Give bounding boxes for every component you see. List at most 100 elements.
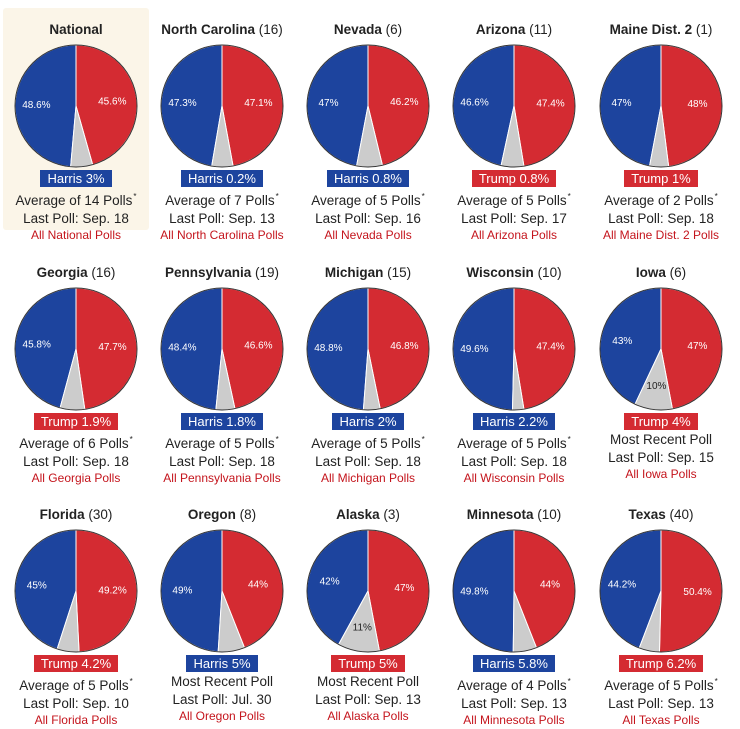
last-poll-date: Last Poll: Sep. 18 <box>461 453 567 469</box>
all-polls-link-oregon[interactable]: All Oregon Polls <box>178 709 266 723</box>
state-name: Florida <box>39 507 85 522</box>
state-name: Alaska <box>336 507 380 522</box>
all-polls-link-north-carolina[interactable]: All North Carolina Polls <box>160 228 284 242</box>
state-name: Oregon <box>187 507 236 522</box>
poll-card-florida: Florida (30) 45% 49.2% Trump 4.2% Average of… <box>3 493 149 727</box>
last-poll-date: Last Poll: Sep. 18 <box>608 210 714 226</box>
poll-count-text: Average of 7 Polls <box>165 193 275 208</box>
slice-label-trump: 48% <box>687 99 707 110</box>
slice-label-harris: 48.4% <box>168 343 196 354</box>
state-name: Minnesota <box>466 507 534 522</box>
last-poll-date: Last Poll: Sep. 18 <box>23 210 129 226</box>
poll-count: Most Recent Poll <box>295 673 441 691</box>
slice-label-harris: 49% <box>172 585 192 596</box>
card-title: Florida (30) <box>3 506 149 523</box>
asterisk: * <box>714 677 718 686</box>
slice-label-trump: 45.6% <box>98 97 126 108</box>
card-title: Nevada (6) <box>295 21 441 38</box>
pie-chart-georgia: 45.8% 47.7% <box>14 287 138 411</box>
slice-label-harris: 45.8% <box>23 339 51 350</box>
pie-chart-pennsylvania: 48.4% 46.6% <box>160 287 284 411</box>
card-title: Texas (40) <box>588 506 734 523</box>
lead-badge: Harris 5% <box>186 655 258 672</box>
slice-label-trump: 46.2% <box>390 97 418 108</box>
slice-label-trump: 47% <box>687 341 707 352</box>
poll-card-michigan: Michigan (15) 48.8% 46.8% Harris 2% Average … <box>295 251 441 485</box>
lead-badge: Trump 5% <box>331 655 405 672</box>
lead-row: Trump 4.2% <box>3 653 149 673</box>
last-poll-date: Last Poll: Sep. 13 <box>461 695 567 711</box>
last-poll-date: Last Poll: Sep. 13 <box>169 210 275 226</box>
card-title: Pennsylvania (19) <box>149 264 295 281</box>
lead-row: Harris 3% <box>3 168 149 188</box>
slice-label-trump: 44% <box>540 580 560 591</box>
last-poll-date: Last Poll: Sep. 18 <box>169 453 275 469</box>
all-polls-link-arizona[interactable]: All Arizona Polls <box>470 228 558 242</box>
poll-count: Average of 4 Polls* <box>441 673 587 695</box>
slice-label-harris: 45% <box>27 580 47 591</box>
lead-row: Trump 0.8% <box>441 168 587 188</box>
all-polls-link-nevada[interactable]: All Nevada Polls <box>324 228 412 242</box>
poll-count: Average of 5 Polls* <box>149 431 295 453</box>
pie-chart-alaska: 42% 47% 11% <box>306 529 430 653</box>
electoral-votes: (30) <box>88 507 113 522</box>
lead-badge: Trump 4.2% <box>33 655 119 672</box>
slice-label-other: 10% <box>646 381 666 392</box>
poll-count-text: Average of 5 Polls <box>311 436 421 451</box>
lead-badge: Trump 0.8% <box>471 170 557 187</box>
poll-card-pennsylvania: Pennsylvania (19) 48.4% 46.6% Harris 1.8% Av… <box>149 251 295 485</box>
pie-chart-texas: 44.2% 50.4% <box>599 529 723 653</box>
state-name: North Carolina <box>161 22 255 37</box>
state-name: Nevada <box>333 22 382 37</box>
poll-count: Most Recent Poll <box>588 431 734 449</box>
slice-label-trump: 44% <box>248 580 268 591</box>
state-name: Georgia <box>36 265 88 280</box>
slice-label-trump: 46.8% <box>390 341 418 352</box>
all-polls-link-iowa[interactable]: All Iowa Polls <box>625 467 697 481</box>
lead-badge: Trump 6.2% <box>618 655 704 672</box>
lead-badge: Harris 2.2% <box>473 413 555 430</box>
all-polls-link-wisconsin[interactable]: All Wisconsin Polls <box>463 471 565 485</box>
last-poll-date: Last Poll: Sep. 16 <box>315 210 421 226</box>
all-polls-link-national[interactable]: All National Polls <box>30 228 122 242</box>
pie-chart-minnesota: 49.8% 44% <box>452 529 576 653</box>
asterisk: * <box>714 192 718 201</box>
electoral-votes: (6) <box>669 265 687 280</box>
all-polls-link-georgia[interactable]: All Georgia Polls <box>31 471 121 485</box>
poll-card-iowa: Iowa (6) 43% 47% 10% Trump 4% Most Recent Pol… <box>588 251 734 481</box>
electoral-votes: (10) <box>537 265 562 280</box>
last-poll-date: Last Poll: Sep. 13 <box>315 691 421 707</box>
poll-count-text: Average of 5 Polls <box>165 436 275 451</box>
asterisk: * <box>275 192 279 201</box>
pie-chart-national: 48.6% 45.6% <box>14 44 138 168</box>
lead-badge: Trump 4% <box>624 413 698 430</box>
slice-label-trump: 47.7% <box>98 342 126 353</box>
slice-label-harris: 43% <box>612 336 632 347</box>
lead-row: Trump 1% <box>588 168 734 188</box>
poll-card-national: National 48.6% 45.6% Harris 3% Average of 14… <box>3 8 149 242</box>
slice-label-harris: 49.6% <box>460 344 488 355</box>
slice-label-harris: 42% <box>320 577 340 588</box>
lead-row: Harris 2.2% <box>441 411 587 431</box>
slice-label-harris: 48.8% <box>314 343 342 354</box>
slice-label-harris: 46.6% <box>460 97 488 108</box>
lead-badge: Harris 5.8% <box>473 655 555 672</box>
electoral-votes: (11) <box>529 22 553 37</box>
pie-chart-michigan: 48.8% 46.8% <box>306 287 430 411</box>
all-polls-link-pennsylvania[interactable]: All Pennsylvania Polls <box>163 471 281 485</box>
last-poll-date: Last Poll: Sep. 13 <box>608 695 714 711</box>
all-polls-link-alaska[interactable]: All Alaska Polls <box>327 709 409 723</box>
slice-label-harris: 47% <box>611 98 631 109</box>
slice-label-trump: 47.4% <box>536 99 564 110</box>
lead-row: Harris 1.8% <box>149 411 295 431</box>
lead-row: Harris 5% <box>149 653 295 673</box>
poll-count-text: Average of 5 Polls <box>604 678 714 693</box>
state-name: Arizona <box>475 22 526 37</box>
poll-count: Average of 14 Polls* <box>3 188 149 210</box>
all-polls-link-michigan[interactable]: All Michigan Polls <box>320 471 416 485</box>
electoral-votes: (3) <box>383 507 400 522</box>
lead-row: Trump 5% <box>295 653 441 673</box>
all-polls-link-maine-dist-2[interactable]: All Maine Dist. 2 Polls <box>602 228 720 242</box>
poll-count-text: Average of 4 Polls <box>457 678 567 693</box>
